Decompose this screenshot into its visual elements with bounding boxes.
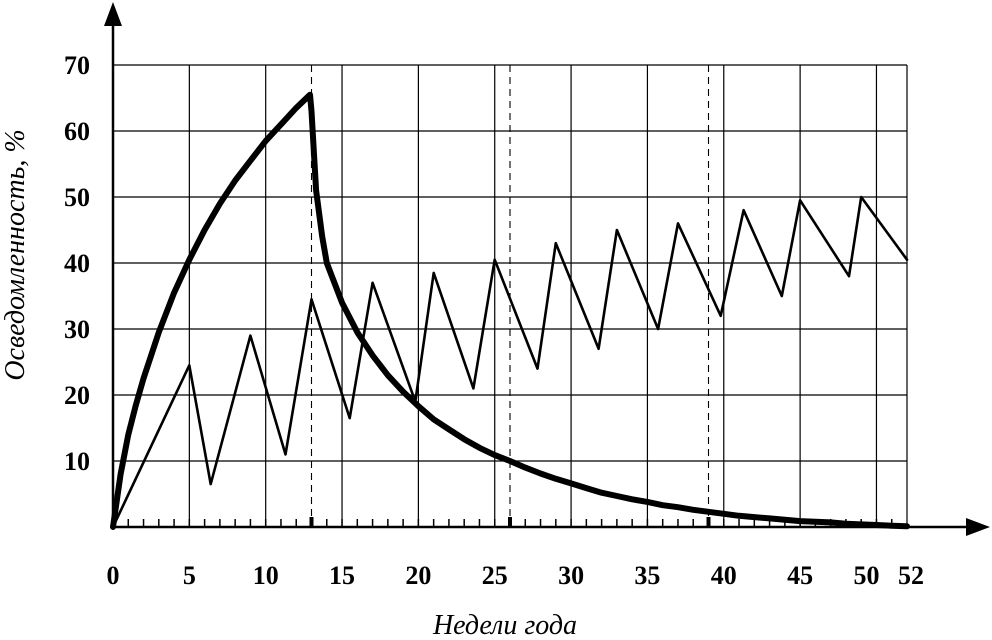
x-tick-label: 10 bbox=[253, 561, 279, 590]
x-tick-label: 35 bbox=[634, 561, 660, 590]
x-tick-label: 45 bbox=[787, 561, 813, 590]
y-axis-title: Осведомленность, % bbox=[0, 129, 31, 380]
y-tick-label: 30 bbox=[64, 315, 90, 344]
series-line-thick bbox=[110, 91, 910, 530]
y-axis-arrow bbox=[104, 2, 122, 26]
x-tick-label: 5 bbox=[183, 561, 196, 590]
x-tick-label: 50 bbox=[853, 561, 879, 590]
x-tick-label: 52 bbox=[898, 561, 924, 590]
y-tick-label: 20 bbox=[64, 381, 90, 410]
x-tick-label: 40 bbox=[711, 561, 737, 590]
x-tick-label: 25 bbox=[482, 561, 508, 590]
series bbox=[110, 91, 910, 530]
x-tick-label: 15 bbox=[329, 561, 355, 590]
axes bbox=[104, 2, 990, 536]
x-axis-arrow bbox=[966, 518, 990, 536]
x-tick-label: 0 bbox=[107, 561, 120, 590]
y-tick-label: 70 bbox=[64, 51, 90, 80]
y-tick-label: 10 bbox=[64, 447, 90, 476]
series-line-thin bbox=[111, 195, 909, 529]
y-tick-label: 60 bbox=[64, 117, 90, 146]
y-tick-label: 50 bbox=[64, 183, 90, 212]
x-axis-title: Недели года bbox=[432, 610, 577, 640]
x-tick-label: 20 bbox=[405, 561, 431, 590]
x-tick-label: 30 bbox=[558, 561, 584, 590]
tick-labels: 10 20 30 40 50 60 70 0 5 10 15 20 25 30 35 40 45 50 52 bbox=[64, 51, 924, 590]
y-tick-label: 40 bbox=[64, 249, 90, 278]
